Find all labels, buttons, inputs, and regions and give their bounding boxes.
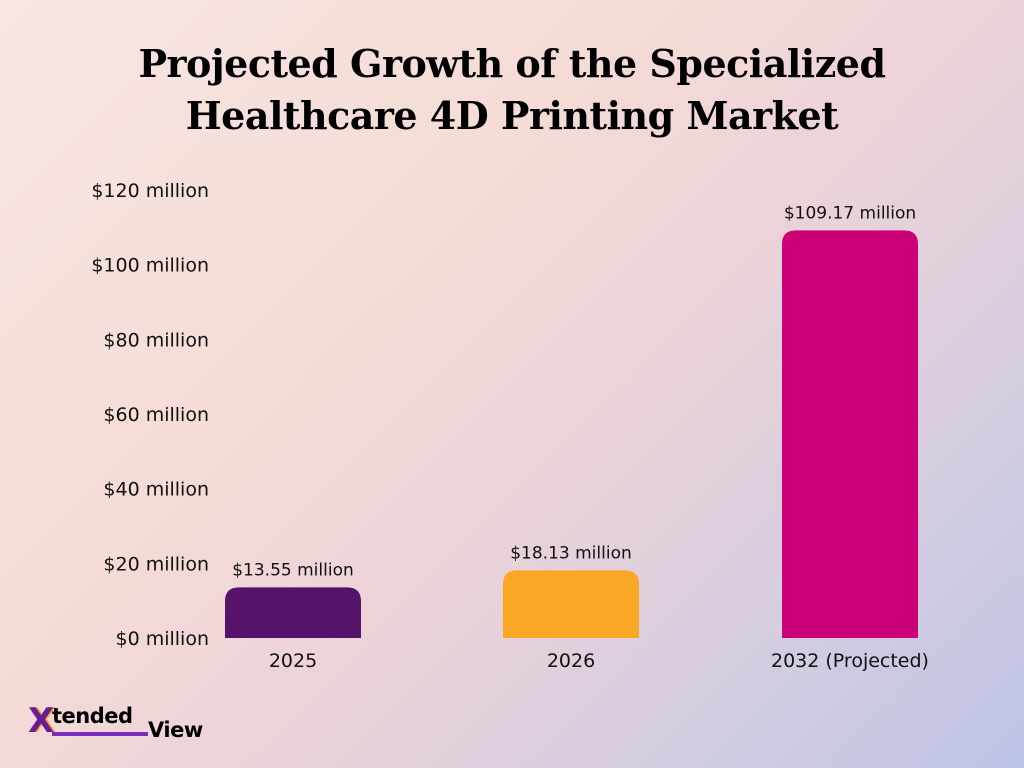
y-tick-label: $100 million bbox=[91, 255, 209, 277]
logo-underline bbox=[52, 732, 148, 736]
bar-value-label: $109.17 million bbox=[784, 203, 916, 223]
x-tick-label: 2026 bbox=[547, 650, 595, 672]
bar-value-label: $13.55 million bbox=[232, 560, 354, 580]
chart-title: Projected Growth of the Specialized Heal… bbox=[0, 38, 1024, 142]
chart-title-line-1: Projected Growth of the Specialized bbox=[138, 41, 886, 86]
chart-title-line-2: Healthcare 4D Printing Market bbox=[185, 93, 839, 138]
bar-2 bbox=[503, 570, 639, 638]
x-tick-label: 2032 (Projected) bbox=[771, 650, 929, 672]
logo-word-tended: tended bbox=[52, 704, 133, 728]
y-tick-label: $60 million bbox=[103, 404, 209, 426]
y-tick-label: $40 million bbox=[103, 479, 209, 501]
x-tick-label: 2025 bbox=[269, 650, 317, 672]
y-tick-label: $20 million bbox=[103, 553, 209, 575]
logo-x-mark: X bbox=[28, 701, 55, 741]
bar-value-label: $18.13 million bbox=[510, 543, 632, 563]
y-tick-label: $120 million bbox=[91, 180, 209, 202]
bar-1 bbox=[225, 587, 361, 638]
xtendedview-logo: X tended View bbox=[28, 700, 228, 744]
bar-3 bbox=[782, 230, 918, 638]
logo-word-view: View bbox=[148, 718, 203, 742]
y-tick-label: $0 million bbox=[115, 628, 209, 650]
y-tick-label: $80 million bbox=[103, 329, 209, 351]
